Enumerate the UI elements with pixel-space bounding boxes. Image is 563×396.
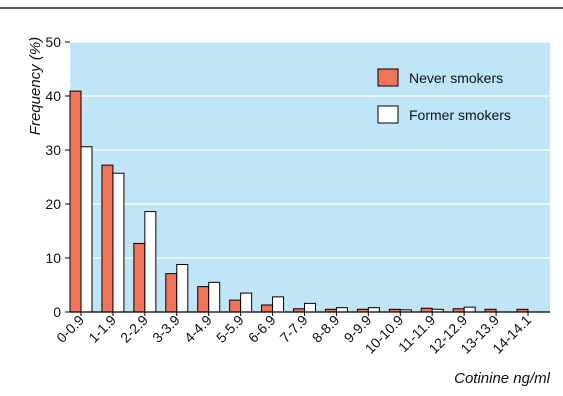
bar-never-smokers <box>197 286 210 313</box>
x-tick-label: 2-2.9 <box>117 312 151 346</box>
x-tick-label: 3-3.9 <box>149 312 183 346</box>
legend-swatch-former-smokers <box>377 105 399 124</box>
bar-never-smokers <box>69 90 82 313</box>
bar-former-smokers <box>112 172 125 313</box>
x-tick-label: 4-4.9 <box>181 312 215 346</box>
y-tick-label: 40 <box>45 88 61 104</box>
x-tick-label: 7-7.9 <box>277 312 311 346</box>
bar-former-smokers <box>367 307 380 313</box>
bar-never-smokers <box>165 273 178 313</box>
x-tick-label: 1-1.9 <box>85 312 119 346</box>
bar-never-smokers <box>101 164 114 313</box>
bar-former-smokers <box>335 307 348 313</box>
y-tick-label: 50 <box>45 34 61 50</box>
legend-swatch-never-smokers <box>377 68 399 87</box>
bar-former-smokers <box>272 296 285 313</box>
y-tick-label: 20 <box>45 196 61 212</box>
bar-former-smokers <box>240 292 253 313</box>
y-tick-label: 10 <box>45 250 61 266</box>
x-tick-label: 8-8.9 <box>309 312 343 346</box>
bar-former-smokers <box>463 306 476 313</box>
bar-former-smokers <box>304 302 316 313</box>
bar-former-smokers <box>144 211 157 313</box>
bar-never-smokers <box>229 299 242 313</box>
bar-never-smokers <box>261 304 274 313</box>
y-tick-label: 30 <box>45 142 61 158</box>
x-axis-ticks: 0-0.91-1.92-2.93-3.94-4.95-5.96-6.97-7.9… <box>53 312 534 357</box>
x-axis-label: Cotinine ng/ml <box>454 370 551 387</box>
legend-label-never-smokers: Never smokers <box>409 70 503 86</box>
bar-never-smokers <box>133 242 146 313</box>
legend-label-former-smokers: Former smokers <box>409 107 511 123</box>
y-axis-ticks: 0 10 20 30 40 50 <box>45 34 70 320</box>
legend: Never smokers Former smokers <box>377 68 511 124</box>
x-tick-label: 5-5.9 <box>213 312 247 346</box>
bar-former-smokers <box>80 146 93 313</box>
x-tick-label: 6-6.9 <box>245 312 279 346</box>
bar-former-smokers <box>208 281 221 313</box>
y-axis-label: Frequency (%) <box>27 37 44 135</box>
y-tick-label: 0 <box>53 304 61 320</box>
bar-former-smokers <box>176 263 189 313</box>
